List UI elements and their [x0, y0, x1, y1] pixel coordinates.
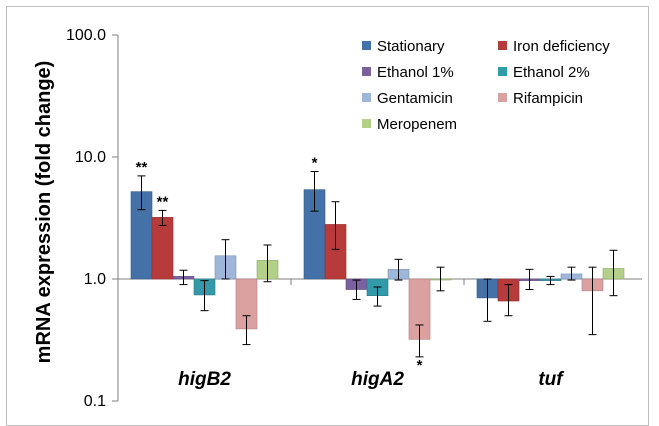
legend-swatch [362, 119, 371, 128]
legend-swatch [498, 41, 507, 50]
legend-swatch [362, 93, 371, 102]
significance-label: * [312, 155, 318, 172]
legend-label: Rifampicin [513, 90, 583, 107]
significance-label: * [417, 357, 423, 374]
legend-label: Stationary [377, 38, 445, 55]
y-tick-label: 10.0 [75, 149, 106, 166]
legend-label: Gentamicin [377, 90, 453, 107]
bar [151, 217, 174, 280]
legend-swatch [498, 93, 507, 102]
bars: ****** [130, 155, 625, 374]
y-tick-label: 1.0 [84, 271, 106, 288]
legend-label: Ethanol 1% [377, 64, 454, 81]
legend-label: Meropenem [377, 116, 457, 133]
legend-label: Iron deficiency [513, 38, 610, 55]
y-axis-label: mRNA expression (fold change) [33, 61, 55, 364]
legend: Stationary Iron deficiency Ethanol 1% Ethan… [362, 38, 610, 133]
x-category-label: higA2 [351, 369, 404, 390]
significance-label: ** [136, 159, 148, 176]
significance-label: ** [157, 193, 169, 210]
x-category-label: tuf [538, 369, 564, 390]
legend-swatch [498, 67, 507, 76]
x-category-label: higB2 [178, 369, 231, 390]
legend-swatch [362, 41, 371, 50]
legend-label: Ethanol 2% [513, 64, 590, 81]
y-tick-label: 0.1 [84, 393, 106, 410]
bar-chart: mRNA expression (fold change) 0.1 1.0 10.0… [33, 27, 642, 410]
y-tick-label: 100.0 [66, 27, 106, 44]
legend-swatch [362, 67, 371, 76]
